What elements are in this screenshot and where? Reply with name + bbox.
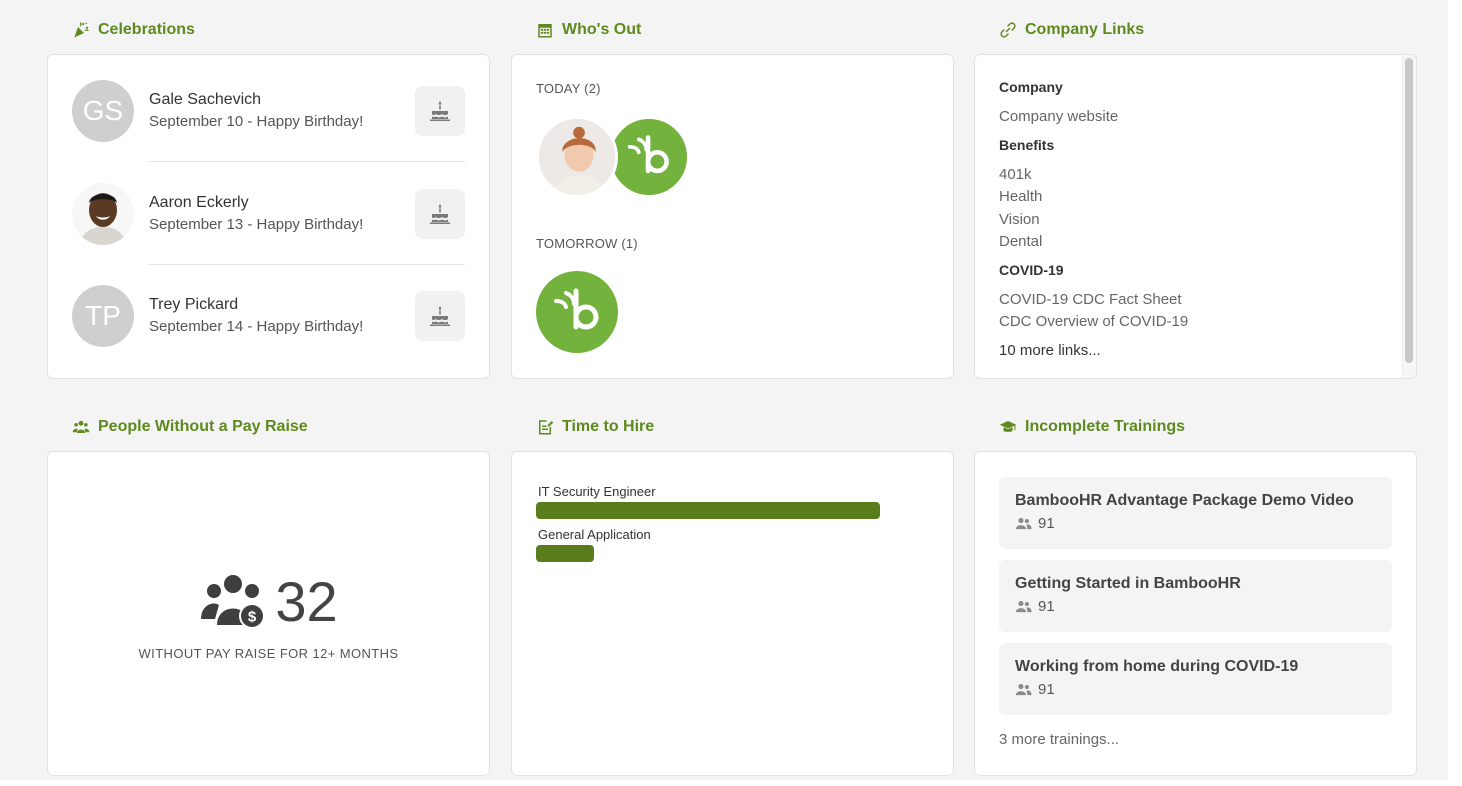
- pay-raise-caption: WITHOUT PAY RAISE FOR 12+ MONTHS: [138, 646, 399, 661]
- job-label: IT Security Engineer: [538, 484, 656, 499]
- avatar[interactable]: [536, 116, 618, 198]
- send-wishes-button[interactable]: [415, 291, 465, 341]
- divider: [149, 161, 465, 162]
- training-count: 91: [1038, 598, 1055, 615]
- training-title: BambooHR Advantage Package Demo Video: [1015, 492, 1354, 509]
- avatar[interactable]: TP: [72, 285, 134, 347]
- time-to-hire-card: IT Security Engineer General Application: [511, 451, 954, 776]
- trainings-card: BambooHR Advantage Package Demo Video 91…: [974, 451, 1417, 776]
- link-group-heading: Benefits: [999, 136, 1055, 153]
- users-icon: [1015, 683, 1032, 695]
- widget-title-text: Time to Hire: [562, 418, 655, 435]
- send-wishes-button[interactable]: [415, 189, 465, 239]
- link-company-website[interactable]: Company website: [999, 108, 1119, 125]
- bamboohr-logo-icon: [554, 288, 599, 330]
- training-count: 91: [1038, 515, 1055, 532]
- celebration-row: GS Gale Sachevich September 10 - Happy B…: [72, 80, 465, 142]
- training-title: Getting Started in BambooHR: [1015, 575, 1241, 592]
- link-group-heading: Company: [999, 79, 1063, 95]
- company-links-card: Company Company website Benefits 401k He…: [974, 54, 1417, 379]
- link-dental[interactable]: Dental: [999, 233, 1043, 250]
- whos-out-title: Who's Out: [536, 20, 641, 40]
- graduation-cap-icon: [999, 421, 1017, 432]
- person-name[interactable]: Gale Sachevich: [149, 91, 262, 108]
- person-name[interactable]: Trey Pickard: [149, 296, 239, 313]
- tomorrow-label: TOMORROW (1): [536, 236, 638, 251]
- link-group-heading: COVID-19: [999, 261, 1064, 278]
- link-cdc-fact-sheet[interactable]: COVID-19 CDC Fact Sheet: [999, 290, 1182, 308]
- celebration-row: TP Trey Pickard September 14 - Happy Bir…: [72, 285, 465, 347]
- trainings-title: Incomplete Trainings: [999, 417, 1185, 437]
- training-item[interactable]: BambooHR Advantage Package Demo Video 91: [999, 477, 1392, 549]
- link-vision[interactable]: Vision: [999, 210, 1040, 228]
- job-bar[interactable]: [536, 502, 880, 519]
- link-group: Company Company website: [999, 77, 1392, 129]
- party-popper-icon: [74, 22, 89, 38]
- celebrations-card: GS Gale Sachevich September 10 - Happy B…: [47, 54, 490, 379]
- send-wishes-button[interactable]: [415, 86, 465, 136]
- svg-text:$: $: [248, 609, 257, 626]
- time-to-hire-title: Time to Hire: [536, 417, 654, 437]
- celebration-detail: September 10 - Happy Birthday!: [149, 113, 364, 130]
- link-health[interactable]: Health: [999, 188, 1043, 205]
- company-links-title: Company Links: [999, 20, 1144, 40]
- links-list: Company Company website Benefits 401k He…: [999, 77, 1392, 362]
- divider: [149, 264, 465, 265]
- celebration-detail: September 14 - Happy Birthday!: [149, 318, 364, 335]
- widget-title-text: Who's Out: [562, 21, 642, 38]
- cake-icon: [430, 101, 450, 121]
- link-group: Benefits 401k Health Vision Dental: [999, 135, 1392, 254]
- scrollbar-thumb[interactable]: [1405, 58, 1413, 363]
- whos-out-card: TODAY (2) TOMORROW (1): [511, 54, 954, 379]
- pay-raise-stat: $ 32 WITHOUT PAY RAISE FOR 12+ MONTHS: [48, 570, 489, 661]
- more-links-link[interactable]: 10 more links...: [999, 341, 1101, 359]
- celebration-row: Aaron Eckerly September 13 - Happy Birth…: [72, 183, 465, 245]
- training-item[interactable]: Getting Started in BambooHR 91: [999, 560, 1392, 632]
- training-title: Working from home during COVID-19: [1015, 658, 1299, 675]
- avatar[interactable]: GS: [72, 80, 134, 142]
- cake-icon: [430, 306, 450, 326]
- celebration-detail: September 13 - Happy Birthday!: [149, 216, 364, 233]
- link-401k[interactable]: 401k: [999, 165, 1032, 183]
- pay-raise-title: People Without a Pay Raise: [72, 417, 308, 437]
- job-label: General Application: [538, 527, 651, 542]
- avatar[interactable]: [72, 183, 134, 245]
- link-cdc-overview[interactable]: CDC Overview of COVID-19: [999, 313, 1189, 330]
- users-icon: [1015, 517, 1032, 529]
- person-photo: [72, 183, 134, 245]
- pay-raise-count: 32: [275, 570, 338, 633]
- widget-title-text: Incomplete Trainings: [1025, 418, 1186, 435]
- more-trainings-link[interactable]: 3 more trainings...: [999, 731, 1120, 748]
- link-icon: [1000, 22, 1016, 38]
- training-item[interactable]: Working from home during COVID-19 91: [999, 643, 1392, 715]
- calendar-icon: [538, 24, 552, 38]
- bamboohr-logo-icon: [627, 135, 669, 174]
- pay-raise-card[interactable]: $ 32 WITHOUT PAY RAISE FOR 12+ MONTHS: [47, 451, 490, 776]
- widget-title-text: Company Links: [1025, 21, 1145, 38]
- job-bar[interactable]: [536, 545, 594, 562]
- person-photo: [539, 119, 615, 195]
- edit-document-icon: [539, 420, 554, 435]
- cake-icon: [430, 204, 450, 224]
- avatar[interactable]: [608, 116, 690, 198]
- celebrations-title: Celebrations: [72, 20, 195, 40]
- training-count: 91: [1038, 681, 1055, 698]
- people-money-icon: $: [201, 575, 266, 629]
- link-group: COVID-19 COVID-19 CDC Fact Sheet CDC Ove…: [999, 260, 1392, 334]
- people-icon: [72, 420, 90, 433]
- widget-title-text: Celebrations: [98, 21, 195, 38]
- today-label: TODAY (2): [536, 81, 601, 96]
- avatar[interactable]: [536, 271, 618, 353]
- person-name[interactable]: Aaron Eckerly: [149, 194, 249, 211]
- users-icon: [1015, 600, 1032, 612]
- widget-title-text: People Without a Pay Raise: [98, 418, 308, 435]
